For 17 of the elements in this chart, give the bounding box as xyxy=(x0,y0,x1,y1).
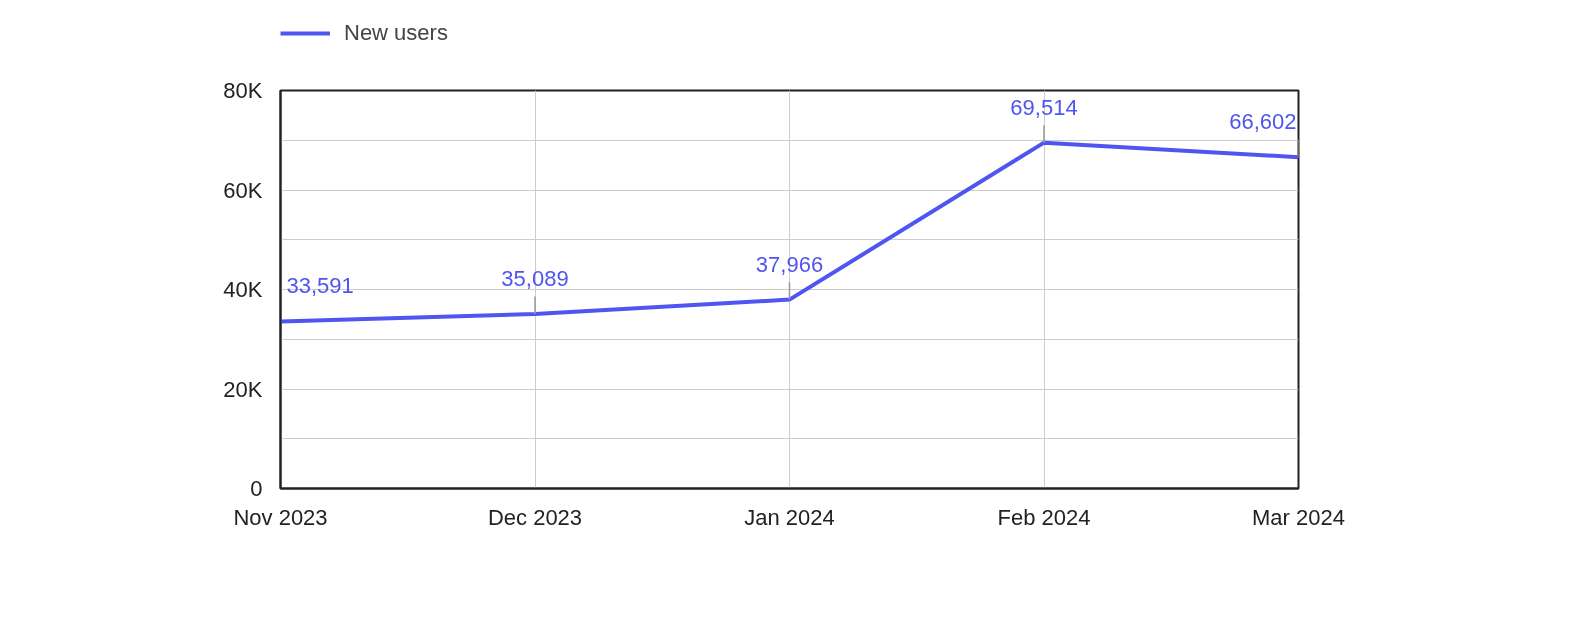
x-tick-label: Feb 2024 xyxy=(997,504,1091,530)
y-tick-label: 40K xyxy=(223,277,263,302)
y-tick-label: 60K xyxy=(223,177,263,203)
x-tick-label: Nov 2023 xyxy=(233,504,328,530)
y-tick-label: 0 xyxy=(250,476,263,501)
x-tick-label: Mar 2024 xyxy=(1252,504,1345,530)
data-label: 33,591 xyxy=(286,273,354,299)
legend-label: New users xyxy=(344,20,448,46)
data-label: 66,602 xyxy=(1229,109,1297,135)
x-tick-label: Jan 2024 xyxy=(744,504,835,530)
y-tick-label: 80K xyxy=(223,78,263,103)
data-label: 37,966 xyxy=(755,251,824,277)
data-label: 69,514 xyxy=(1010,94,1078,120)
y-tick-label: 20K xyxy=(223,376,263,402)
line-series xyxy=(280,140,1299,324)
data-label: 35,089 xyxy=(501,265,569,291)
x-tick-label: Dec 2023 xyxy=(487,504,583,530)
